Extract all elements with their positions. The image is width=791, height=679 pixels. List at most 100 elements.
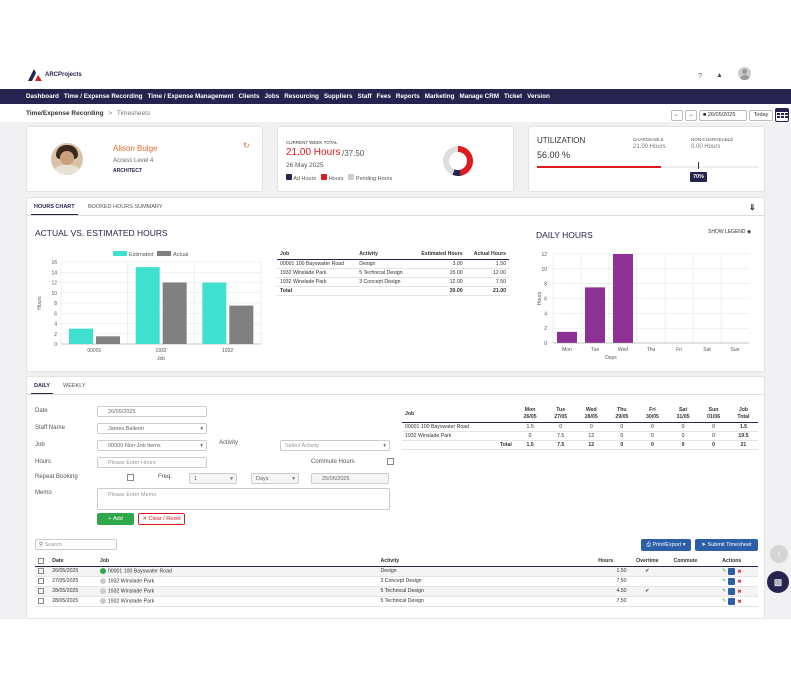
week-header-line2: Total (737, 414, 750, 420)
search-input[interactable]: ⚲ Search (35, 539, 117, 550)
copy-icon[interactable] (728, 597, 736, 605)
row-job: 1932 Winslade Park (107, 588, 155, 595)
row-checkbox[interactable] (38, 598, 44, 604)
x-tick-label: Thu (647, 347, 656, 353)
legend-actual-swatch (157, 251, 171, 256)
refresh-icon[interactable]: ↻ (243, 141, 250, 150)
list-header-cell: Date (49, 557, 97, 567)
nav-item-time-expense-recording[interactable]: Time / Expense Recording (63, 93, 143, 100)
estimate-cell: 1932 Winslade Park (277, 277, 357, 287)
show-legend-link[interactable]: SHOW LEGEND ◉ (708, 229, 751, 235)
today-button[interactable]: Today (749, 110, 773, 121)
select-all-checkbox[interactable] (38, 558, 44, 565)
estimate-cell: Design (356, 259, 413, 269)
freq-unit-select[interactable]: Days ▾ (251, 473, 299, 484)
help-icon[interactable]: ? (698, 73, 702, 80)
estimate-cell: 1932 Winslade Park (277, 268, 357, 278)
week-header-row: Job Mon 26/05 Tue 27/05 Wed 28/05 Thu 29/05 Fri 30… (402, 406, 758, 423)
send-icon: ➤ (701, 542, 707, 548)
nav-item-reports[interactable]: Reports (395, 93, 420, 100)
nav-item-fees[interactable]: Fees (376, 93, 391, 100)
profile-access: Access Level 4 (113, 158, 154, 164)
nav-item-resourcing[interactable]: Resourcing (284, 93, 319, 100)
calendar-icon[interactable] (775, 108, 789, 122)
nav-item-suppliers[interactable]: Suppliers (323, 93, 353, 100)
bar-daily-wed (613, 254, 633, 343)
job-select[interactable]: 00000 Non-Job Items ▾ (97, 440, 207, 451)
row-checkbox[interactable] (38, 588, 44, 594)
edit-icon[interactable]: ✎ (721, 568, 727, 575)
date-input[interactable]: 26/05/2025 (97, 406, 207, 417)
nav-item-staff[interactable]: Staff (357, 93, 372, 100)
copy-icon[interactable] (728, 577, 736, 585)
week-total-cell: 0 (637, 440, 668, 450)
hours-input[interactable]: Please Enter Hours (97, 457, 207, 468)
delete-icon[interactable]: ✖ (737, 588, 742, 595)
add-button[interactable]: + Add (97, 513, 134, 525)
nav-item-version[interactable]: Version (527, 93, 550, 100)
delete-icon[interactable]: ✖ (737, 598, 742, 605)
delete-icon[interactable]: ✖ (737, 578, 742, 585)
submit-timesheet-button[interactable]: ➤ Submit Timesheet (695, 539, 758, 551)
chat-icon[interactable]: ▩ (767, 571, 789, 593)
repeat-date-input[interactable]: 25/06/2025 (311, 473, 389, 484)
search-icon: ⚲ (39, 541, 44, 548)
copy-icon[interactable] (728, 587, 736, 595)
week-row: 1932 Winslade Park 0 7.5 12 0 0 0 0 19.5 (402, 431, 758, 441)
week-header-line2: 01/06 (707, 414, 721, 420)
nav-item-ticket[interactable]: Ticket (504, 93, 523, 100)
activity-placeholder: Select Activity (285, 442, 319, 449)
staff-select-value: James Balleon (108, 425, 145, 432)
breadcrumb-root[interactable]: Time/Expense Recording (26, 110, 104, 117)
row-job-cell: 1932 Winslade Park (96, 596, 378, 607)
edit-icon[interactable]: ✎ (721, 588, 727, 595)
date-picker[interactable]: ■ 26/05/2025 (699, 110, 747, 121)
freq-input[interactable]: 1 ▾ (189, 473, 237, 484)
tab-booked-hours[interactable]: BOOKED HOURS SUMMARY (88, 204, 163, 210)
clear-reset-button[interactable]: ✕ Clear / Reset (138, 513, 185, 525)
repeat-checkbox[interactable] (127, 474, 134, 481)
delete-icon[interactable]: ✖ (737, 568, 742, 575)
nav-item-time-expense-management[interactable]: Time / Expense Management (147, 93, 234, 100)
staff-select[interactable]: James Balleon ▾ (97, 423, 207, 434)
edit-icon[interactable]: ✎ (721, 598, 727, 605)
user-avatar-icon[interactable] (738, 67, 751, 80)
nav-item-marketing[interactable]: Marketing (424, 93, 455, 100)
y-tick-label: 6 (54, 311, 57, 317)
week-header-line1: Thu (617, 407, 627, 413)
memo-textarea[interactable]: Please Enter Memo (97, 488, 390, 510)
nav-item-clients[interactable]: Clients (238, 93, 260, 100)
scroll-top-button[interactable]: ↑ (770, 545, 788, 563)
row-checkbox[interactable] (38, 568, 44, 574)
estimate-total-row: Total 30.00 21.00 (277, 286, 509, 296)
prev-week-button[interactable]: ← (671, 110, 683, 121)
week-total-row: Total 1.5 7.5 12 0 0 0 0 21 (402, 440, 758, 450)
copy-icon[interactable] (728, 567, 736, 575)
week-cell: 0 (637, 422, 668, 432)
estimate-cell: 3.00 (412, 259, 466, 269)
nav-item-dashboard[interactable]: Dashboard (26, 93, 59, 100)
brand-logo[interactable]: ARCProjects (26, 68, 82, 82)
bell-icon[interactable]: ▲ (716, 72, 723, 79)
activity-select[interactable]: Select Activity ▾ (280, 440, 390, 451)
row-commute (665, 596, 706, 607)
donut-ad-arc (443, 146, 473, 176)
bar-estimated-2 (202, 282, 227, 344)
estimate-row: 1932 Winslade Park 3 Concept Design 12.00 7… (277, 277, 509, 287)
nav-item-manage-crm[interactable]: Manage CRM (459, 93, 499, 100)
staff-label: Staff Name (35, 425, 65, 431)
tab-weekly[interactable]: WEEKLY (63, 383, 86, 389)
print-export-button[interactable]: ⎙ Print/Export ▾ (641, 539, 691, 551)
logo-icon (28, 69, 42, 81)
row-checkbox[interactable] (38, 578, 44, 584)
commute-checkbox[interactable] (387, 458, 394, 465)
collapse-icon[interactable]: ⇓ (749, 203, 756, 212)
bar-daily-mon (557, 331, 577, 343)
week-total-cell: 0 (606, 440, 638, 450)
row-commute (665, 586, 706, 597)
nav-item-jobs[interactable]: Jobs (264, 93, 280, 100)
next-week-button[interactable]: → (685, 110, 697, 121)
edit-icon[interactable]: ✎ (721, 578, 727, 585)
memo-label: Memo (35, 490, 52, 496)
weekly-summary-grid: Job Mon 26/05 Tue 27/05 Wed 28/05 Thu 29/05 Fri 30… (402, 406, 758, 450)
